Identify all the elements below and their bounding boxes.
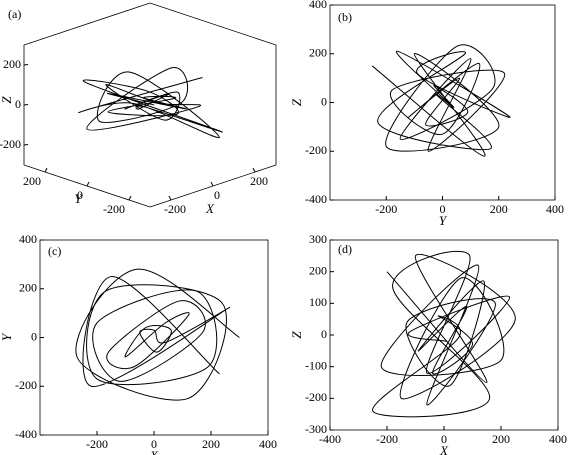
y-tick-label: -400	[305, 192, 327, 206]
y-tick-label: -300	[305, 422, 327, 436]
x-tick-label: 200	[250, 174, 268, 188]
panel-label: (a)	[8, 7, 21, 21]
y-tick-label: 200	[309, 263, 327, 277]
y-tick-label: 0	[321, 94, 327, 108]
trajectory	[371, 44, 511, 157]
y-tick-label: -400	[15, 427, 37, 441]
y-tick-label: 200	[19, 281, 37, 295]
plot-frame	[329, 4, 556, 201]
trajectory	[372, 250, 516, 418]
x-axis-label: X	[149, 448, 159, 455]
y-tick-label: 200	[23, 174, 41, 188]
z-tick-label: -200	[0, 137, 21, 151]
x-tick	[252, 167, 256, 173]
y-tick-label: 0	[31, 329, 37, 343]
y-tick-label: 400	[309, 0, 327, 11]
y-tick-label: 100	[309, 295, 327, 309]
y-tick-label: -200	[305, 390, 327, 404]
y-tick-label: -200	[15, 378, 37, 392]
z-axis-label: Z	[0, 96, 14, 104]
y-tick-label: 400	[19, 232, 37, 246]
x-tick-label: 200	[490, 202, 508, 216]
x-tick-label: 0	[151, 437, 157, 451]
plot-frame	[39, 239, 269, 436]
plot-frame	[329, 239, 559, 431]
panel-label: (c)	[48, 244, 61, 258]
x-tick-label: -200	[375, 202, 397, 216]
x-tick-label: 400	[259, 437, 277, 451]
z-tick-label: 0	[15, 97, 21, 111]
panel-label: (b)	[338, 10, 352, 24]
y-axis-label: Y	[0, 332, 14, 341]
x-tick-label: 0	[441, 432, 447, 446]
y-tick-label: -200	[103, 202, 125, 216]
x-tick-label: 0	[440, 202, 446, 216]
y-tick-label: -100	[305, 358, 327, 372]
z-tick	[23, 104, 29, 106]
y-tick	[128, 195, 132, 201]
x-tick	[168, 195, 172, 201]
z-tick-label: 200	[3, 57, 21, 71]
y-tick-label: 300	[309, 232, 327, 246]
y-tick	[86, 181, 90, 187]
axes-box	[23, 2, 277, 208]
x-tick-label: 400	[546, 202, 564, 216]
x-tick-label: -400	[319, 432, 341, 446]
z-tick	[23, 144, 29, 146]
x-axis-label: X	[439, 443, 449, 455]
x-tick-label: -200	[376, 432, 398, 446]
trajectory	[78, 67, 223, 139]
x-tick-label: -200	[86, 437, 108, 451]
y-tick-label: 200	[309, 46, 327, 60]
trajectory	[75, 268, 240, 401]
x-tick-label: 200	[202, 437, 220, 451]
z-tick	[23, 64, 29, 66]
y-axis-label: Z	[289, 98, 304, 106]
y-tick-label: 0	[321, 327, 327, 341]
panel-label: (d)	[338, 242, 352, 256]
y-tick-label: -200	[305, 143, 327, 157]
x-axis-label: Y	[439, 213, 448, 228]
y-tick	[44, 167, 48, 173]
y-axis-label: Y	[74, 191, 83, 206]
x-axis-label: X	[205, 201, 215, 216]
x-tick-label: 200	[492, 432, 510, 446]
y-tick-label: 0	[77, 188, 83, 202]
x-tick-label: 0	[214, 188, 220, 202]
x-tick	[210, 181, 214, 187]
x-tick-label: 400	[549, 432, 567, 446]
x-tick-label: -200	[164, 202, 186, 216]
y-axis-label: Z	[289, 331, 304, 339]
